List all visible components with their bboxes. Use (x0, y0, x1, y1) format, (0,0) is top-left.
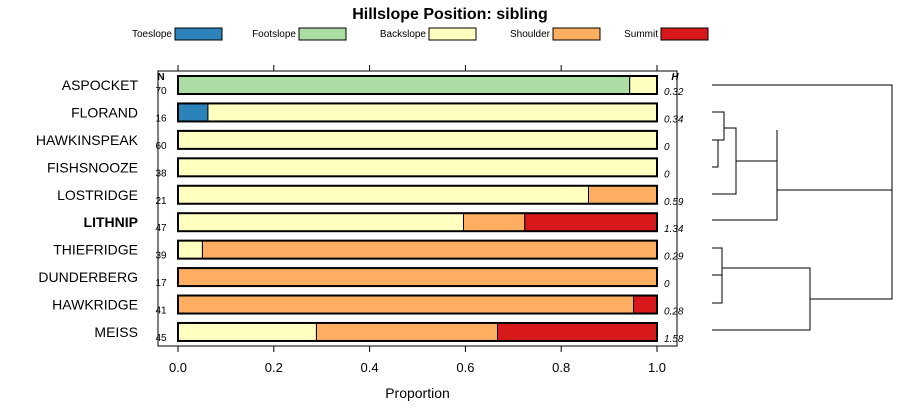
legend-label-footslope: Footslope (252, 29, 296, 40)
x-axis-label: Proportion (385, 385, 450, 401)
row-n-lostridge: 21 (155, 196, 167, 207)
row-label-hawkridge: HAWKRIDGE (52, 297, 138, 313)
row-n-meiss: 45 (155, 333, 167, 344)
row-label-thiefridge: THIEFRIDGE (53, 242, 138, 258)
row-label-meiss: MEISS (94, 324, 138, 340)
bar-hawkridge-summit (633, 295, 658, 315)
row-n-florand: 16 (155, 113, 167, 124)
bar-aspocket-footslope (177, 75, 631, 95)
bar-fishsnooze-backslope (177, 157, 658, 177)
bar-outline-hawkinspeak (177, 129, 658, 150)
bar-lostridge-backslope (177, 185, 590, 205)
legend-swatch-footslope (298, 27, 347, 41)
row-h-aspocket: 0.32 (664, 87, 684, 98)
dendrogram-branch-0 (712, 84, 893, 191)
bar-lithnip-backslope (177, 212, 464, 232)
bar-outline-florand (177, 102, 658, 123)
row-label-dunderberg: DUNDERBERG (38, 269, 138, 285)
bar-outline-hawkridge (177, 294, 658, 315)
x-tick-label-3: 0.6 (456, 360, 474, 375)
x-tick-label-5: 1.0 (648, 360, 666, 375)
row-n-fishsnooze: 38 (155, 168, 167, 179)
bar-hawkridge-shoulder (177, 295, 635, 315)
row-h-florand: 0.34 (664, 114, 684, 125)
bar-lithnip-shoulder (462, 212, 526, 232)
row-h-lostridge: 0.59 (664, 197, 684, 208)
chart-rows: N H ASPOCKET 70 0.32 FLORAND 16 0.34 HAWKINSPEAK… (36, 65, 684, 347)
bar-thiefridge-shoulder (201, 240, 658, 260)
x-axis: 0.0 0.2 0.4 0.6 0.8 1.0 Proportion (169, 346, 666, 401)
x-tick-label-4: 0.8 (552, 360, 570, 375)
row-n-thiefridge: 39 (155, 251, 167, 262)
row-h-fishsnooze: 0 (664, 169, 670, 180)
row-label-lostridge: LOSTRIDGE (57, 187, 138, 203)
bar-hawkinspeak-backslope (177, 130, 658, 150)
legend-label-summit: Summit (624, 29, 658, 40)
row-label-hawkinspeak: HAWKINSPEAK (36, 132, 139, 148)
bar-meiss-shoulder (315, 322, 498, 342)
legend-swatch-backslope (428, 27, 477, 41)
bar-outline-lithnip (177, 212, 658, 233)
dendrogram-branch-8 (712, 267, 811, 331)
dendrogram-branch-7 (712, 275, 723, 304)
bar-lithnip-summit (524, 212, 658, 232)
legend-swatch-shoulder (552, 27, 601, 41)
legend-label-toeslope: Toeslope (132, 29, 172, 40)
x-tick-label-1: 0.2 (265, 360, 283, 375)
legend-label-backslope: Backslope (380, 29, 427, 40)
row-n-lithnip: 47 (155, 223, 167, 234)
n-header: N (157, 72, 164, 83)
x-tick-label-2: 0.4 (361, 360, 379, 375)
bar-lostridge-shoulder (588, 185, 658, 205)
row-label-fishsnooze: FISHSNOOZE (47, 159, 138, 175)
dendrogram-branch-2 (712, 111, 725, 141)
bar-meiss-summit (496, 322, 658, 342)
row-n-hawkinspeak: 60 (155, 141, 167, 152)
dendrogram-branch-9 (810, 190, 893, 300)
row-label-lithnip: LITHNIP (84, 214, 138, 230)
row-h-dunderberg: 0 (664, 279, 670, 290)
bar-outline-thiefridge (177, 239, 658, 260)
legend-label-shoulder: Shoulder (510, 29, 551, 40)
h-header: H (671, 72, 679, 83)
chart-title: Hillslope Position: sibling (352, 6, 548, 23)
row-h-hawkinspeak: 0 (664, 142, 670, 153)
row-n-aspocket: 70 (155, 86, 167, 97)
row-h-meiss: 1.58 (664, 334, 684, 345)
row-label-aspocket: ASPOCKET (62, 77, 139, 93)
bar-meiss-backslope (177, 322, 317, 342)
bar-florand-toeslope (177, 102, 209, 122)
row-h-hawkridge: 0.28 (664, 307, 684, 318)
row-n-dunderberg: 17 (155, 278, 167, 289)
bar-dunderberg-shoulder (177, 267, 658, 287)
chart-legend: Toeslope Footslope Backslope Shoulder Summit (132, 27, 709, 41)
legend-swatch-summit (660, 27, 709, 41)
bar-outline-meiss (177, 321, 658, 342)
bar-outline-dunderberg (177, 267, 658, 288)
row-h-lithnip: 1.34 (664, 224, 684, 235)
x-tick-label-0: 0.0 (169, 360, 187, 375)
bar-outline-lostridge (177, 184, 658, 205)
dendrogram-branch-1 (712, 130, 778, 221)
bar-outline-aspocket (177, 75, 658, 95)
dendrogram (712, 84, 893, 331)
bar-aspocket-backslope (629, 75, 658, 95)
dendrogram-branch-6 (712, 247, 723, 276)
row-label-florand: FLORAND (71, 104, 138, 120)
row-h-thiefridge: 0.29 (664, 252, 684, 263)
bar-outline-fishsnooze (177, 157, 658, 178)
row-n-hawkridge: 41 (155, 306, 167, 317)
legend-swatch-toeslope (174, 27, 223, 41)
bar-thiefridge-backslope (177, 240, 203, 260)
bar-florand-backslope (207, 102, 658, 122)
dendrogram-branch-3 (712, 140, 719, 168)
plot-panel (157, 70, 678, 347)
